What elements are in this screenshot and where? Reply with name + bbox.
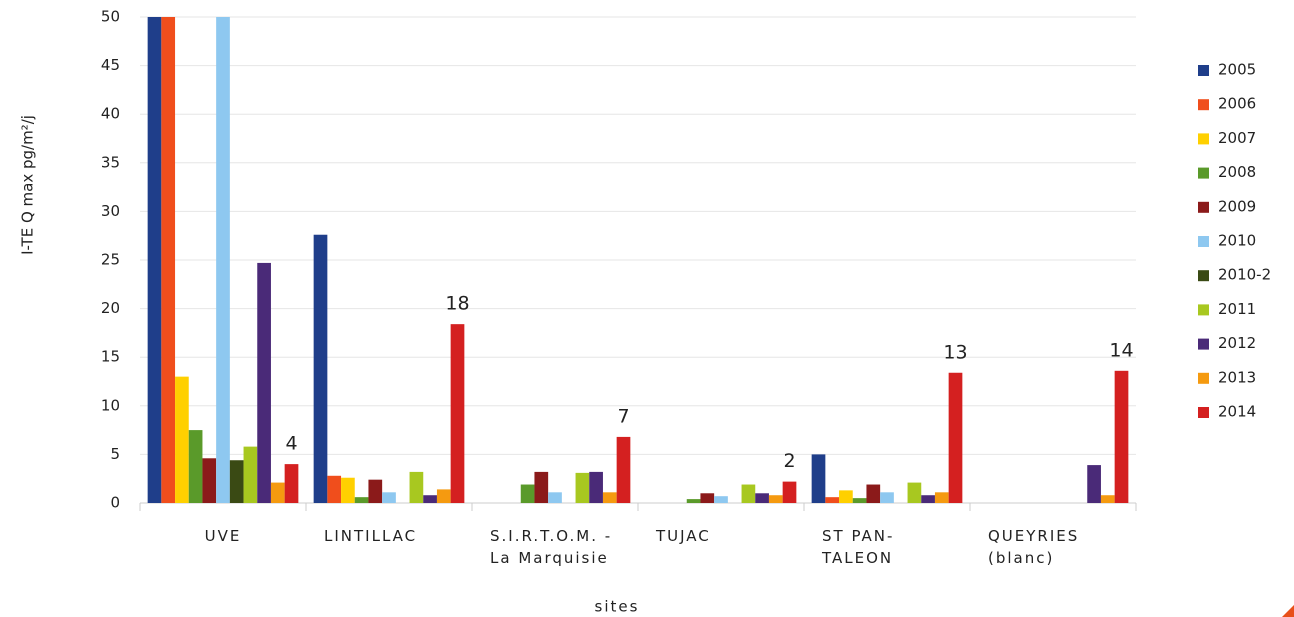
bar xyxy=(866,484,881,503)
bar xyxy=(147,17,162,503)
legend-label: 2006 xyxy=(1218,95,1256,113)
legend-swatch xyxy=(1198,304,1209,316)
decoration xyxy=(1282,605,1294,617)
legend-label: 2013 xyxy=(1218,368,1256,386)
legend-label: 2007 xyxy=(1218,129,1256,147)
legend-swatch xyxy=(1198,270,1209,282)
data-label: 18 xyxy=(445,293,469,315)
bar xyxy=(327,475,342,503)
bar xyxy=(825,497,840,503)
data-label: 13 xyxy=(943,341,967,363)
bar xyxy=(907,482,922,503)
bar xyxy=(575,472,590,503)
legend-label: 2011 xyxy=(1218,300,1256,318)
bar xyxy=(243,446,258,503)
bar xyxy=(934,492,949,503)
bar xyxy=(714,496,728,503)
bar xyxy=(382,492,396,503)
bar xyxy=(700,493,715,503)
legend-swatch xyxy=(1198,65,1209,76)
x-tick-label: QUEYRIES (blanc) xyxy=(988,527,1080,567)
bar xyxy=(175,376,189,503)
x-tick-label: UVE xyxy=(204,527,242,545)
bar xyxy=(368,479,383,503)
data-label: 14 xyxy=(1109,339,1133,361)
y-tick-label: 50 xyxy=(101,8,120,26)
bar xyxy=(216,17,230,503)
legend-label: 2014 xyxy=(1218,403,1256,421)
bar xyxy=(1087,465,1101,503)
bar xyxy=(423,495,437,503)
y-tick-label: 0 xyxy=(110,494,120,512)
legend-label: 2010 xyxy=(1218,232,1256,250)
legend-label: 2010-2 xyxy=(1218,266,1271,284)
bar xyxy=(534,471,549,503)
legend-swatch xyxy=(1198,99,1209,111)
bar xyxy=(589,471,603,503)
legend-label: 2012 xyxy=(1218,334,1256,352)
bar xyxy=(341,477,355,503)
bar xyxy=(852,498,867,503)
y-tick-label: 10 xyxy=(101,396,120,414)
legend-swatch xyxy=(1198,338,1209,350)
legend-label: 2009 xyxy=(1218,197,1256,215)
data-label: 4 xyxy=(285,433,297,455)
bar xyxy=(354,497,369,503)
x-tick-label: ST PAN-TALEON xyxy=(822,527,895,567)
legend-label: 2005 xyxy=(1218,61,1256,79)
y-tick-label: 40 xyxy=(101,105,120,123)
bar xyxy=(768,495,783,503)
y-tick-label: 20 xyxy=(101,299,120,317)
y-tick-label: 35 xyxy=(101,153,120,171)
bar xyxy=(270,482,285,503)
x-tick-label: TUJAC xyxy=(656,527,711,545)
bar xyxy=(948,372,963,503)
legend-swatch xyxy=(1198,201,1209,213)
bar xyxy=(1100,495,1115,503)
bar xyxy=(409,471,424,503)
x-axis-label: sites xyxy=(595,598,640,616)
bar xyxy=(229,460,244,503)
bar xyxy=(755,493,769,503)
bar xyxy=(450,324,465,503)
bar xyxy=(880,492,894,503)
bar xyxy=(741,484,756,503)
data-label: 2 xyxy=(783,450,795,472)
legend-label: 2008 xyxy=(1218,163,1256,181)
data-label: 7 xyxy=(617,405,629,427)
legend-swatch xyxy=(1198,236,1209,247)
y-tick-label: 45 xyxy=(101,56,120,74)
legend-swatch xyxy=(1198,167,1209,179)
bar xyxy=(313,234,328,503)
legend-swatch xyxy=(1198,407,1209,418)
bar xyxy=(520,484,535,503)
y-tick-label: 15 xyxy=(101,348,120,366)
bar xyxy=(921,495,935,503)
bar xyxy=(616,436,631,503)
bar xyxy=(811,454,826,503)
bar xyxy=(161,17,176,503)
y-tick-label: 30 xyxy=(101,202,120,220)
legend-swatch xyxy=(1198,133,1209,145)
bar xyxy=(548,492,562,503)
y-tick-label: 5 xyxy=(110,445,120,463)
bar xyxy=(782,481,797,503)
bar xyxy=(202,458,217,503)
bar xyxy=(284,464,299,503)
bar xyxy=(257,262,271,503)
bar xyxy=(1114,370,1129,503)
bar xyxy=(686,499,701,503)
bar xyxy=(602,492,617,503)
bar xyxy=(839,490,853,503)
x-tick-label: LINTILLAC xyxy=(324,527,418,545)
legend-swatch xyxy=(1198,372,1209,384)
y-axis-label: I-TE Q max pg/m²/j xyxy=(19,115,37,255)
bar xyxy=(436,489,451,503)
bar xyxy=(188,430,203,503)
x-tick-label: S.I.R.T.O.M. - La Marquisie xyxy=(490,527,613,567)
y-tick-label: 25 xyxy=(101,251,120,269)
